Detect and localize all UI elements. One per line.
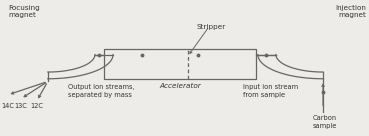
Text: 13C: 13C (14, 103, 27, 109)
Text: Injection
magnet: Injection magnet (336, 5, 366, 18)
Bar (104, 49, 256, 79)
Text: Carbon
sample: Carbon sample (313, 115, 337, 129)
Text: Output ion streams,
separated by mass: Output ion streams, separated by mass (68, 84, 134, 98)
Text: Accelerator: Accelerator (159, 83, 201, 89)
Text: Input ion stream
from sample: Input ion stream from sample (244, 84, 299, 98)
Text: Focusing
magnet: Focusing magnet (8, 5, 40, 18)
Text: Stripper: Stripper (197, 24, 226, 30)
Text: 14C: 14C (1, 103, 14, 109)
Text: 12C: 12C (30, 103, 43, 109)
